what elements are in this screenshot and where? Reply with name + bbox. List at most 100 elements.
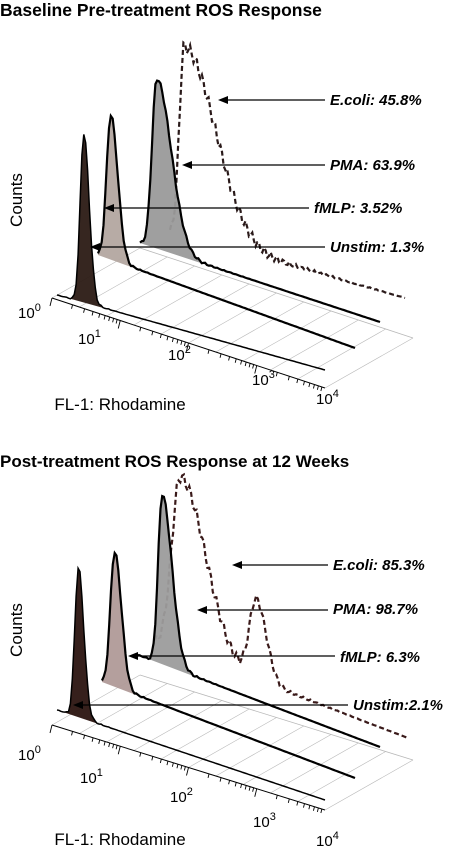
x-tick — [248, 786, 251, 791]
x-tick — [108, 316, 111, 322]
grid-line — [242, 310, 332, 362]
x-tick — [83, 735, 86, 740]
grid-line — [161, 283, 250, 335]
grid-line — [79, 683, 168, 734]
histogram-outline-dashed — [168, 40, 406, 300]
x-tick — [183, 766, 186, 771]
grid-line — [188, 292, 277, 344]
x-tick — [83, 308, 86, 313]
x-tick — [159, 333, 162, 339]
x-tick — [296, 801, 299, 806]
x-tick — [312, 384, 315, 389]
grid-line — [324, 759, 414, 811]
x-tick — [103, 741, 106, 746]
x-tick — [176, 339, 179, 344]
x-tick — [180, 765, 183, 770]
x-tick — [275, 372, 278, 377]
grid-line — [324, 337, 414, 389]
x-tick — [171, 337, 174, 343]
arrowhead — [197, 606, 207, 614]
arrowhead — [90, 243, 100, 251]
histogram-fill — [138, 496, 380, 747]
floor-grid — [51, 247, 414, 389]
series-label: Unstim: 1.3% — [330, 239, 424, 256]
grid-line — [133, 700, 223, 751]
x-tick — [180, 340, 183, 345]
x-tick — [228, 356, 231, 361]
x-tick — [108, 742, 111, 748]
x-tick-label: 103 — [252, 369, 275, 389]
x-tick-label: 102 — [168, 344, 191, 364]
x-tick-label: 104 — [316, 830, 339, 850]
x-tick-label: 101 — [78, 328, 101, 348]
x-tick — [103, 315, 106, 320]
x-tick — [219, 777, 222, 782]
arrowhead — [218, 96, 228, 104]
x-tick — [234, 358, 237, 363]
grid-line — [215, 301, 304, 353]
x-tick — [98, 739, 101, 744]
grid-line — [270, 319, 359, 371]
x-tick — [303, 381, 305, 386]
histogram-fill — [102, 553, 355, 778]
floor-grid — [51, 674, 414, 811]
histogram-fill — [98, 115, 355, 349]
x-tick — [49, 724, 53, 734]
x-tick — [112, 318, 115, 323]
x-tick — [240, 360, 243, 365]
series-label: fMLP: 3.52% — [314, 200, 402, 217]
grid-line — [297, 328, 386, 380]
x-tick — [287, 798, 290, 803]
chart-title: Post-treatment ROS Response at 12 Weeks — [0, 452, 350, 471]
x-tick — [166, 336, 169, 341]
histogram-outline — [56, 565, 326, 801]
x-tick — [183, 341, 186, 347]
x-tick — [166, 760, 169, 766]
x-tick — [186, 342, 189, 352]
series-label: fMLP: 6.3% — [340, 649, 420, 666]
y-axis-label: Counts — [7, 603, 26, 657]
x-tick — [91, 311, 94, 316]
x-tick — [234, 782, 237, 787]
x-tick — [303, 803, 305, 808]
grid-line — [133, 274, 223, 326]
x-tick — [219, 353, 222, 358]
x-tick — [71, 731, 73, 736]
x-tick — [252, 787, 255, 792]
x-axis-label: FL-1: Rhodamine — [54, 395, 185, 414]
x-tick — [252, 364, 255, 369]
x-tick — [316, 807, 319, 813]
x-tick — [207, 349, 210, 354]
x-tick — [139, 752, 142, 757]
series-label: PMA: 98.7% — [333, 601, 418, 618]
chart-panel-baseline: Baseline Pre-treatment ROS Response Coun… — [0, 0, 474, 430]
x-tick — [186, 767, 189, 776]
x-tick — [49, 297, 53, 307]
histogram-fill — [57, 568, 325, 800]
x-tick — [296, 378, 299, 384]
chart-panel-post-treatment: Post-treatment ROS Response at 12 Weeks … — [0, 430, 474, 861]
x-tick — [176, 764, 179, 769]
x-tick-label: 100 — [18, 302, 41, 322]
x-tick — [254, 365, 258, 374]
histogram-outline — [96, 112, 356, 350]
x-tick-label: 104 — [316, 388, 339, 408]
grid-line — [106, 265, 195, 317]
histogram-outline-dashed — [153, 472, 409, 740]
chart-title: Baseline Pre-treatment ROS Response — [0, 0, 322, 20]
x-tick — [312, 806, 315, 811]
x-tick — [151, 331, 154, 336]
x-tick — [91, 737, 94, 742]
x-tick — [287, 376, 290, 381]
x-tick — [159, 758, 162, 764]
series-label: Unstim:2.1% — [353, 697, 443, 714]
x-tick — [244, 361, 247, 367]
series-label: PMA: 63.9% — [330, 157, 415, 174]
x-tick — [112, 744, 115, 749]
histogram-fill — [57, 134, 325, 370]
histogram-chart: Counts FL-1: Rhodamine 100 101 102 103 104 E.co… — [7, 40, 424, 414]
grid-line — [161, 708, 250, 760]
x-tick-label: 101 — [80, 767, 103, 787]
x-tick — [316, 385, 319, 390]
x-tick-label: 102 — [170, 786, 193, 806]
